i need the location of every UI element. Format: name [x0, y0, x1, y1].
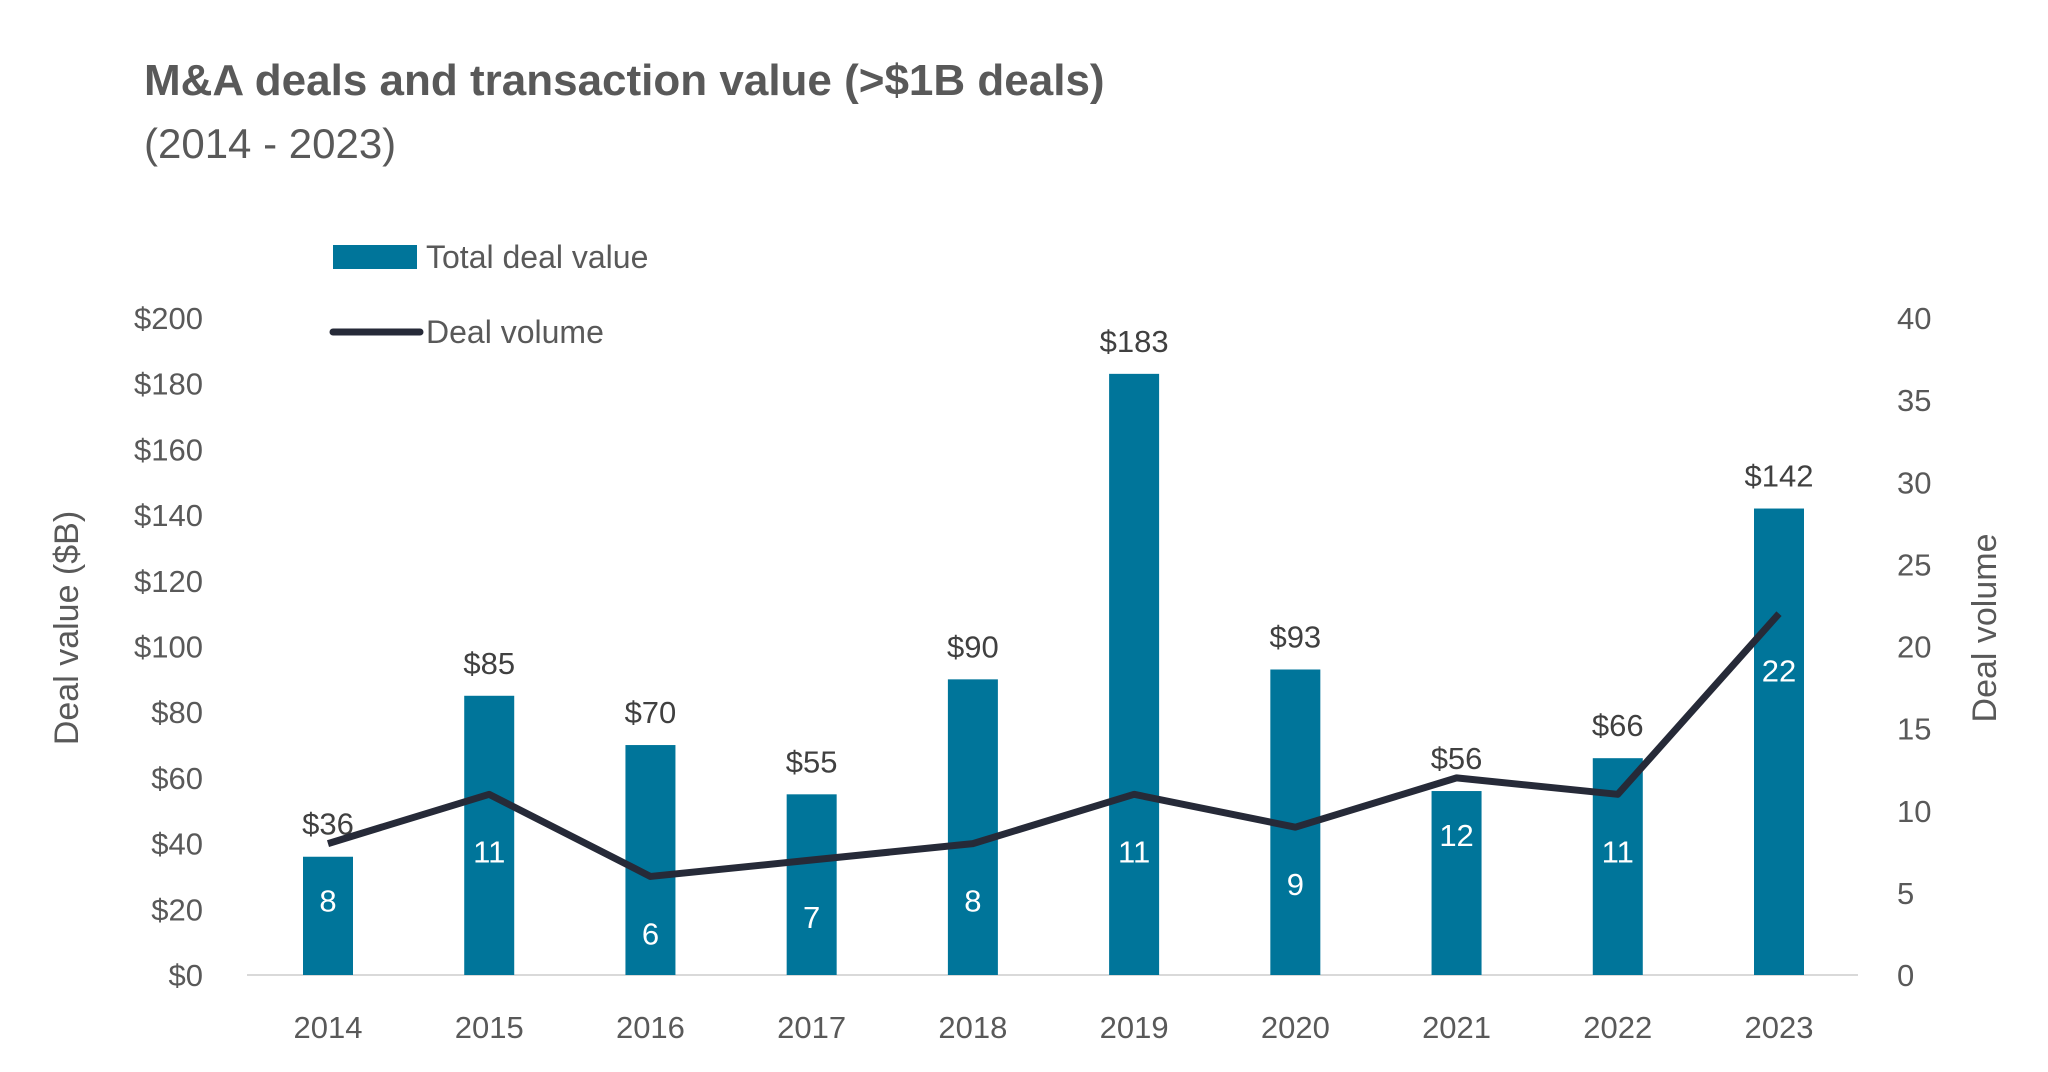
y2-tick-label: 10 — [1897, 794, 1931, 829]
line-value-label: 11 — [1602, 834, 1634, 869]
y-tick-label: $0 — [169, 958, 203, 993]
chart-subtitle: (2014 - 2023) — [144, 120, 397, 167]
x-tick-label: 2021 — [1422, 1010, 1491, 1045]
x-tick-label: 2017 — [777, 1010, 846, 1045]
bar-value-label: $56 — [1431, 741, 1483, 776]
bar-value-label: $93 — [1269, 619, 1321, 654]
x-tick-label: 2014 — [294, 1010, 363, 1045]
y2-tick-label: 20 — [1897, 630, 1931, 665]
x-tick-label: 2016 — [616, 1010, 685, 1045]
bar-value-label: $70 — [625, 695, 677, 730]
y-tick-label: $60 — [151, 761, 203, 796]
bar-2023 — [1754, 508, 1804, 975]
y2-tick-label: 40 — [1897, 301, 1931, 336]
y-tick-label: $120 — [134, 564, 203, 599]
y-tick-label: $200 — [134, 301, 203, 336]
legend-swatch-bar — [333, 245, 417, 269]
x-tick-label: 2018 — [938, 1010, 1007, 1045]
y-tick-label: $20 — [151, 892, 203, 927]
line-value-label: 8 — [964, 884, 981, 919]
y-tick-label: $100 — [134, 630, 203, 665]
y-tick-label: $40 — [151, 827, 203, 862]
x-tick-label: 2015 — [455, 1010, 524, 1045]
y2-tick-label: 0 — [1897, 958, 1914, 993]
line-value-label: 9 — [1287, 867, 1304, 902]
legend-label-bar: Total deal value — [426, 239, 648, 275]
line-value-label: 11 — [473, 834, 505, 869]
line-value-label: 12 — [1439, 818, 1473, 853]
x-tick-label: 2022 — [1583, 1010, 1652, 1045]
y2-tick-label: 5 — [1897, 876, 1914, 911]
bar-value-label: $66 — [1592, 708, 1644, 743]
bar-2018 — [947, 679, 998, 975]
bar-value-label: $90 — [947, 629, 999, 664]
bar-2019 — [1109, 373, 1160, 976]
x-tick-label: 2019 — [1100, 1010, 1169, 1045]
y-tick-label: $140 — [134, 498, 203, 533]
y2-tick-label: 35 — [1897, 383, 1931, 418]
line-value-label: 22 — [1762, 654, 1796, 689]
line-value-label: 6 — [642, 916, 659, 951]
y2-tick-label: 30 — [1897, 465, 1931, 500]
y-tick-label: $80 — [151, 695, 203, 730]
y2-tick-label: 15 — [1897, 712, 1931, 747]
deal-volume-line — [326, 611, 1782, 880]
x-tick-label: 2020 — [1261, 1010, 1330, 1045]
y-tick-label: $180 — [134, 367, 203, 402]
chart-title: M&A deals and transaction value (>$1B de… — [144, 56, 1105, 105]
y-tick-label: $160 — [134, 432, 203, 467]
bar-2017 — [786, 794, 837, 975]
bar-value-label: $85 — [463, 646, 515, 681]
bar-value-label: $183 — [1100, 324, 1169, 359]
bar-2021 — [1431, 791, 1482, 975]
x-tick-label: 2023 — [1745, 1010, 1814, 1045]
legend-label-line: Deal volume — [426, 314, 604, 350]
bar-2014 — [303, 856, 353, 975]
y2-axis-label: Deal volume — [1966, 534, 2004, 723]
y-axis-label: Deal value ($B) — [48, 511, 86, 745]
bar-value-label: $55 — [786, 744, 838, 779]
y2-tick-label: 25 — [1897, 547, 1931, 582]
bar-2016 — [625, 745, 676, 975]
bar-2015 — [464, 695, 515, 975]
bar-value-label: $142 — [1745, 459, 1814, 494]
line-value-label: 8 — [319, 884, 336, 919]
line-value-label: 7 — [803, 900, 820, 935]
line-value-label: 11 — [1118, 834, 1150, 869]
